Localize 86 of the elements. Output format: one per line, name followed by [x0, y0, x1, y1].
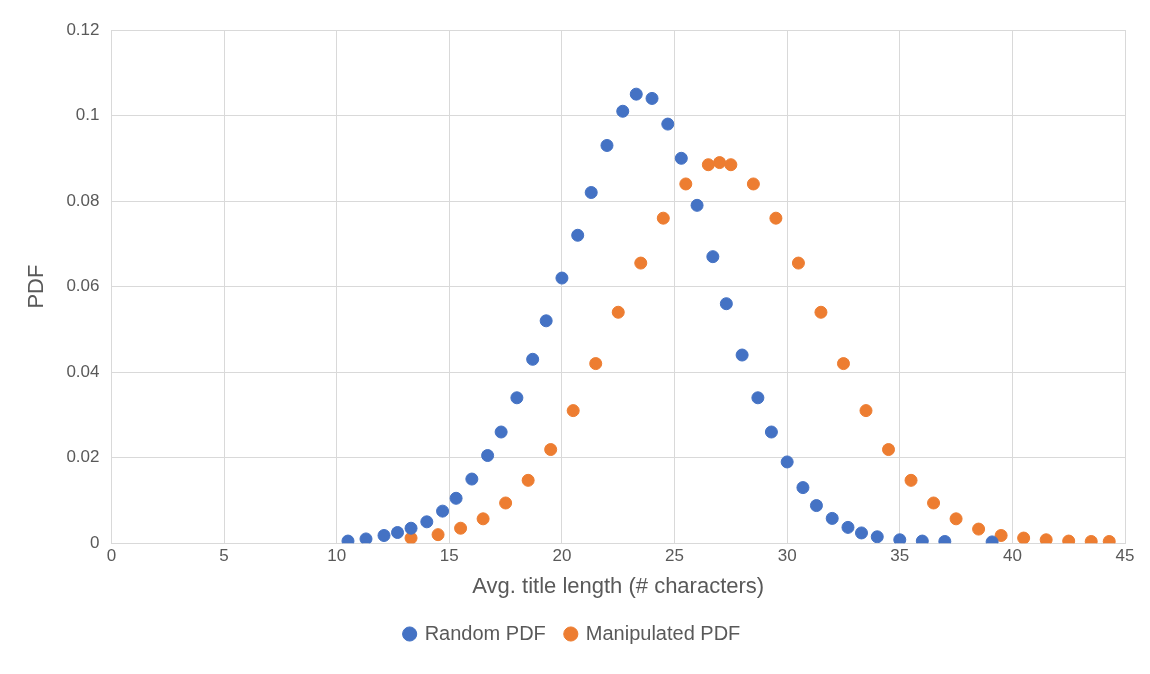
point: [1017, 531, 1031, 544]
point: [674, 151, 688, 165]
point: [510, 391, 524, 405]
point: [825, 511, 839, 525]
point: [972, 522, 986, 536]
point: [882, 443, 896, 457]
y-tick-label: 0.12: [66, 19, 100, 39]
x-axis-title: Avg. title length (# characters): [472, 572, 765, 598]
point: [841, 520, 855, 534]
point: [814, 305, 828, 319]
point: [499, 496, 513, 510]
point: [629, 87, 643, 101]
point: [526, 352, 540, 366]
x-tick-label: 35: [890, 546, 910, 566]
y-tick-label: 0.06: [66, 276, 100, 296]
x-tick-label: 10: [327, 546, 347, 566]
point: [566, 404, 580, 418]
y-axis-title: PDF: [23, 264, 49, 309]
point: [859, 404, 873, 418]
x-tick-label: 30: [777, 546, 797, 566]
point: [927, 496, 941, 510]
point: [584, 186, 598, 200]
point: [706, 250, 720, 264]
point: [854, 526, 868, 540]
point: [796, 481, 810, 495]
point: [836, 357, 850, 371]
point: [870, 530, 884, 544]
point: [420, 515, 434, 529]
x-tick-label: 0: [106, 546, 117, 566]
point: [571, 228, 585, 242]
point: [481, 449, 495, 463]
point: [751, 391, 765, 405]
point: [661, 117, 675, 131]
point: [764, 425, 778, 439]
point: [600, 138, 614, 152]
point: [431, 528, 445, 542]
point: [780, 455, 794, 469]
x-tick-label: 15: [439, 546, 459, 566]
point: [701, 158, 715, 172]
point: [465, 472, 479, 486]
point: [539, 314, 553, 328]
point: [724, 158, 738, 172]
point: [949, 512, 963, 526]
point: [391, 526, 405, 540]
point: [449, 491, 463, 505]
point: [544, 443, 558, 457]
point: [476, 512, 490, 526]
point: [616, 104, 630, 118]
y-tick-label: 0.08: [66, 190, 100, 210]
point: [904, 473, 918, 487]
point: [791, 256, 805, 270]
point: [719, 297, 733, 311]
point: [555, 271, 569, 285]
point: [494, 425, 508, 439]
x-tick-label: 5: [219, 546, 229, 566]
x-tick-label: 20: [552, 546, 572, 566]
point: [359, 532, 373, 544]
x-tick-label: 45: [1115, 546, 1135, 566]
legend-label: Random PDF: [424, 621, 546, 644]
y-tick-label: 0.02: [66, 447, 100, 467]
point: [809, 499, 823, 513]
point: [611, 305, 625, 319]
point: [746, 177, 760, 191]
point: [645, 91, 659, 105]
point: [589, 357, 603, 371]
point: [1039, 533, 1053, 544]
x-tick-label: 40: [1002, 546, 1022, 566]
x-tick-label: 25: [665, 546, 685, 566]
point: [404, 521, 418, 535]
point: [893, 533, 907, 544]
point: [634, 256, 648, 270]
point: [713, 156, 727, 170]
y-tick-label: 0.04: [66, 361, 100, 381]
legend-label: Manipulated PDF: [585, 621, 741, 644]
point: [656, 211, 670, 225]
point: [994, 529, 1008, 542]
point: [735, 348, 749, 362]
y-tick-label: 0: [90, 532, 100, 552]
point: [454, 521, 468, 535]
point: [769, 211, 783, 225]
y-tick-label: 0.1: [75, 105, 100, 125]
point: [690, 198, 704, 212]
point: [436, 504, 450, 518]
point: [377, 529, 391, 542]
point: [521, 473, 535, 487]
point: [679, 177, 693, 191]
